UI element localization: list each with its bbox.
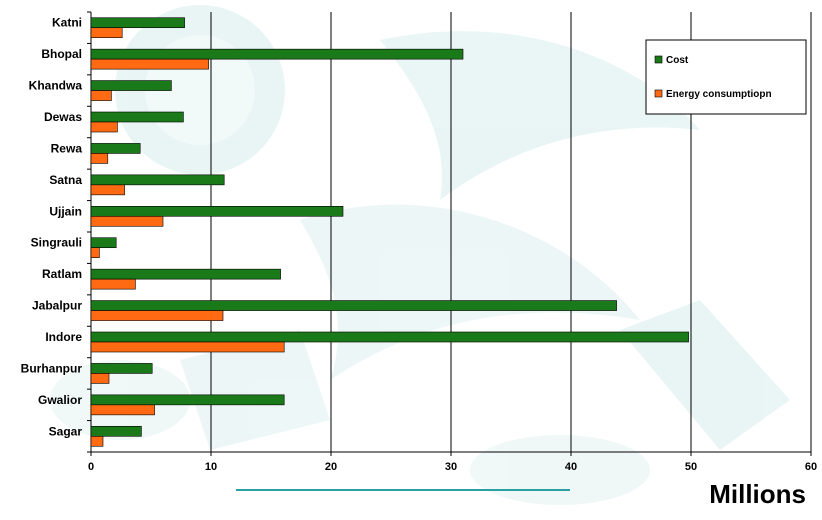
legend-label-cost: Cost xyxy=(666,55,689,66)
x-tick-label: 20 xyxy=(325,461,337,473)
bar-cost-katni xyxy=(90,17,185,29)
x-tick-label: 40 xyxy=(565,461,577,473)
bar-cost-indore xyxy=(90,331,689,343)
bar-energy-satna xyxy=(90,184,125,196)
bar-energy-ujjain xyxy=(90,215,164,227)
legend-label-energy: Energy consumptiopn xyxy=(666,89,772,100)
category-label-rewa: Rewa xyxy=(51,141,83,155)
bars xyxy=(90,17,689,447)
category-label-sagar: Sagar xyxy=(49,424,83,438)
category-labels: Katni Bhopal Khandwa Dewas Rewa Satna Ujjain Si… xyxy=(21,16,83,439)
bar-cost-ratlam xyxy=(90,268,281,280)
category-label-singrauli: Singrauli xyxy=(31,236,82,250)
bar-cost-khandwa xyxy=(90,80,172,91)
bar-energy-jabalpur xyxy=(90,310,224,321)
bar-cost-ujjain xyxy=(90,205,344,217)
legend-box xyxy=(645,39,807,115)
bar-energy-singrauli xyxy=(90,247,100,259)
x-tick-label: 0 xyxy=(88,461,94,473)
bar-energy-sagar xyxy=(90,435,104,447)
legend: Cost Energy consumptiopn xyxy=(645,39,807,115)
bar-cost-dewas xyxy=(90,111,184,123)
legend-swatch-energy xyxy=(654,89,663,98)
category-label-katni: Katni xyxy=(52,16,82,30)
legend-swatch-cost xyxy=(654,55,663,64)
category-label-gwalior: Gwalior xyxy=(38,393,82,407)
category-label-jabalpur: Jabalpur xyxy=(32,299,82,313)
bar-energy-ratlam xyxy=(90,278,136,290)
bar-cost-singrauli xyxy=(90,237,117,249)
category-label-satna: Satna xyxy=(49,173,82,187)
x-tick-label: 50 xyxy=(685,461,697,473)
bar-cost-burhanpur xyxy=(90,363,153,374)
bar-cost-bhopal xyxy=(90,48,464,60)
bar-energy-gwalior xyxy=(90,404,155,416)
x-tick-labels: 0 10 20 30 40 50 60 xyxy=(88,461,817,473)
bar-cost-rewa xyxy=(90,143,141,154)
category-label-dewas: Dewas xyxy=(44,110,82,124)
bar-energy-katni xyxy=(90,27,123,39)
bar-cost-jabalpur xyxy=(90,300,617,311)
category-label-indore: Indore xyxy=(45,330,82,344)
category-label-bhopal: Bhopal xyxy=(41,47,82,61)
bar-energy-khandwa xyxy=(90,90,112,101)
units-label: Millions xyxy=(709,479,806,509)
category-label-khandwa: Khandwa xyxy=(29,79,83,93)
x-tick-label: 10 xyxy=(205,461,217,473)
category-label-ujjain: Ujjain xyxy=(49,204,82,218)
bar-energy-burhanpur xyxy=(90,373,110,384)
bar-cost-sagar xyxy=(90,425,142,437)
bar-energy-indore xyxy=(90,341,285,353)
bar-cost-satna xyxy=(90,174,225,186)
x-tick-label: 30 xyxy=(445,461,457,473)
bar-energy-bhopal xyxy=(90,58,209,70)
bar-energy-dewas xyxy=(90,121,118,133)
category-label-ratlam: Ratlam xyxy=(42,267,82,281)
bar-energy-rewa xyxy=(90,153,109,164)
bar-cost-gwalior xyxy=(90,394,285,406)
category-label-burhanpur: Burhanpur xyxy=(21,361,83,375)
x-tick-label: 60 xyxy=(805,461,817,473)
